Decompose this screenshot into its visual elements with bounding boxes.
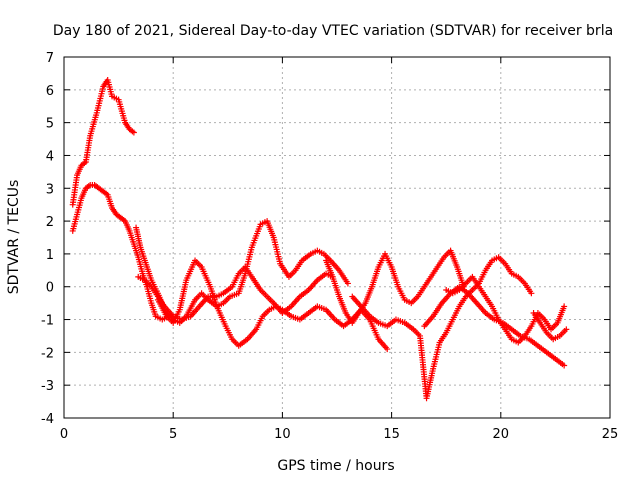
y-axis-title: SDTVAR / TECUs bbox=[6, 180, 22, 295]
y-tick-label: 3 bbox=[46, 182, 54, 197]
y-tick-label: 1 bbox=[46, 248, 54, 263]
x-tick-label: 15 bbox=[383, 427, 400, 442]
y-tick-label: 5 bbox=[46, 117, 54, 132]
data-point bbox=[384, 346, 391, 353]
x-tick-label: 10 bbox=[274, 427, 291, 442]
x-tick-label: 25 bbox=[602, 427, 619, 442]
y-tick-label: -4 bbox=[41, 412, 54, 427]
series-satellite-track-A bbox=[69, 76, 137, 208]
x-axis-title: GPS time / hours bbox=[277, 458, 394, 474]
plot-frame bbox=[63, 56, 611, 419]
data-point bbox=[563, 326, 570, 333]
chart-title: Day 180 of 2021, Sidereal Day-to-day VTE… bbox=[53, 23, 613, 39]
x-tick-label: 20 bbox=[493, 427, 510, 442]
series-satellite-track-I bbox=[421, 283, 568, 369]
x-tick-label: 0 bbox=[60, 427, 68, 442]
series-layer bbox=[69, 76, 570, 402]
y-tick-label: 7 bbox=[46, 51, 54, 66]
data-point bbox=[561, 362, 568, 369]
series-line bbox=[71, 184, 170, 321]
data-point bbox=[528, 290, 535, 297]
y-tick-label: 4 bbox=[46, 149, 54, 164]
series-satellite-track-C bbox=[133, 218, 351, 326]
series-satellite-track-J bbox=[530, 309, 570, 343]
data-point bbox=[130, 129, 137, 136]
data-point bbox=[561, 303, 568, 310]
series-satellite-track-E bbox=[154, 257, 391, 353]
y-tick-label: 2 bbox=[46, 215, 54, 230]
y-tick-label: -1 bbox=[41, 314, 54, 329]
y-tick-label: -2 bbox=[41, 346, 54, 361]
axis-ticks: 0 5 10 15 20 25 -4 -3 -2 -1 0 1 2 3 4 5 6 7 bbox=[41, 51, 618, 442]
grid bbox=[64, 57, 610, 418]
data-point bbox=[344, 280, 351, 287]
y-tick-label: 6 bbox=[46, 84, 54, 99]
y-tick-label: 0 bbox=[46, 281, 54, 296]
x-tick-label: 5 bbox=[169, 427, 177, 442]
y-tick-label: -3 bbox=[41, 379, 54, 394]
series-satellite-track-G bbox=[349, 254, 535, 402]
